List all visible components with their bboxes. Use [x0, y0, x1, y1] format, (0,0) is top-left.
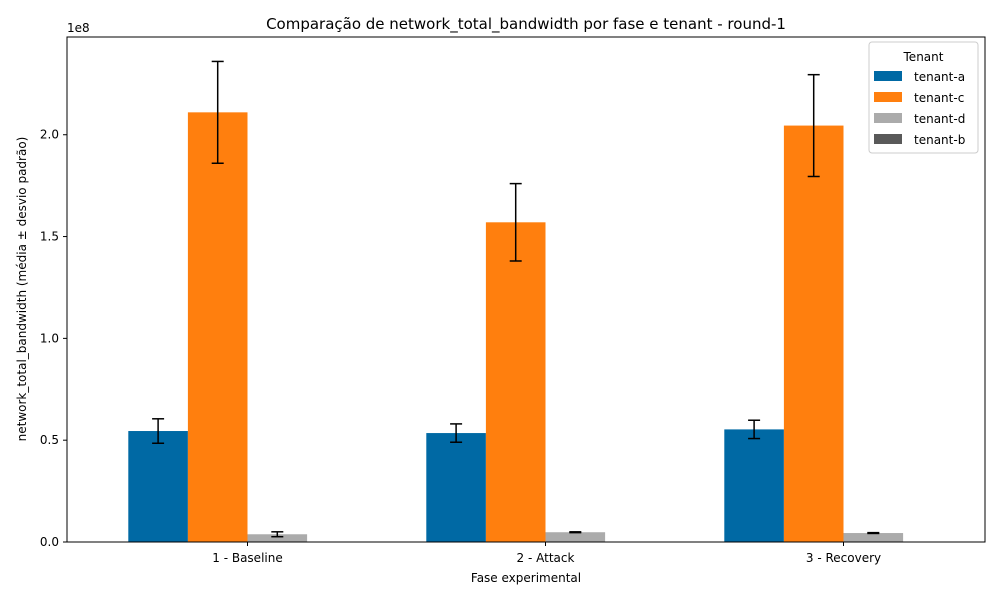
y-tick-label: 1.0	[40, 331, 59, 345]
legend-label: tenant-b	[914, 133, 965, 147]
legend-swatch-tenant-c	[874, 92, 902, 102]
legend-label: tenant-c	[914, 91, 964, 105]
bar-tenant-a	[128, 431, 188, 542]
x-tick-label: 2 - Attack	[517, 551, 575, 565]
plot-frame	[66, 36, 986, 543]
y-axis-label: network_total_bandwidth (média ± desvio …	[15, 137, 29, 442]
bar-tenant-c	[783, 125, 844, 543]
y-tick-label: 0.0	[40, 535, 59, 549]
bar-tenant-c	[187, 112, 248, 542]
legend-swatch-tenant-b	[874, 134, 902, 144]
y-tick-label: 1.5	[40, 230, 59, 244]
x-tick-label: 1 - Baseline	[212, 551, 282, 565]
bar-tenant-c	[485, 222, 546, 542]
chart-title: Comparação de network_total_bandwidth po…	[266, 15, 786, 34]
legend-label: tenant-d	[914, 112, 965, 126]
legend-swatch-tenant-d	[874, 113, 902, 123]
bar-tenant-d	[843, 533, 904, 542]
y-tick-label: 0.5	[40, 433, 59, 447]
legend-title: Tenant	[903, 50, 944, 64]
bar-tenant-a	[426, 433, 486, 542]
x-tick-label: 3 - Recovery	[806, 551, 881, 565]
bar-tenant-d	[247, 534, 308, 542]
y-scale-label: 1e8	[67, 21, 90, 35]
bar-tenant-a	[724, 429, 784, 542]
legend: Tenant tenant-a tenant-c tenant-d tenant-b	[868, 41, 979, 154]
legend-box	[868, 41, 979, 154]
y-tick-label: 2.0	[40, 128, 59, 142]
plot-area: 0.0 0.5 1.0 1.5 2.0 1 - Baseline 2 - Attack 3 -…	[40, 60, 963, 565]
x-axis-label: Fase experimental	[471, 571, 581, 585]
legend-label: tenant-a	[914, 70, 965, 84]
legend-swatch-tenant-a	[874, 71, 902, 81]
bar-tenant-d	[545, 532, 606, 542]
